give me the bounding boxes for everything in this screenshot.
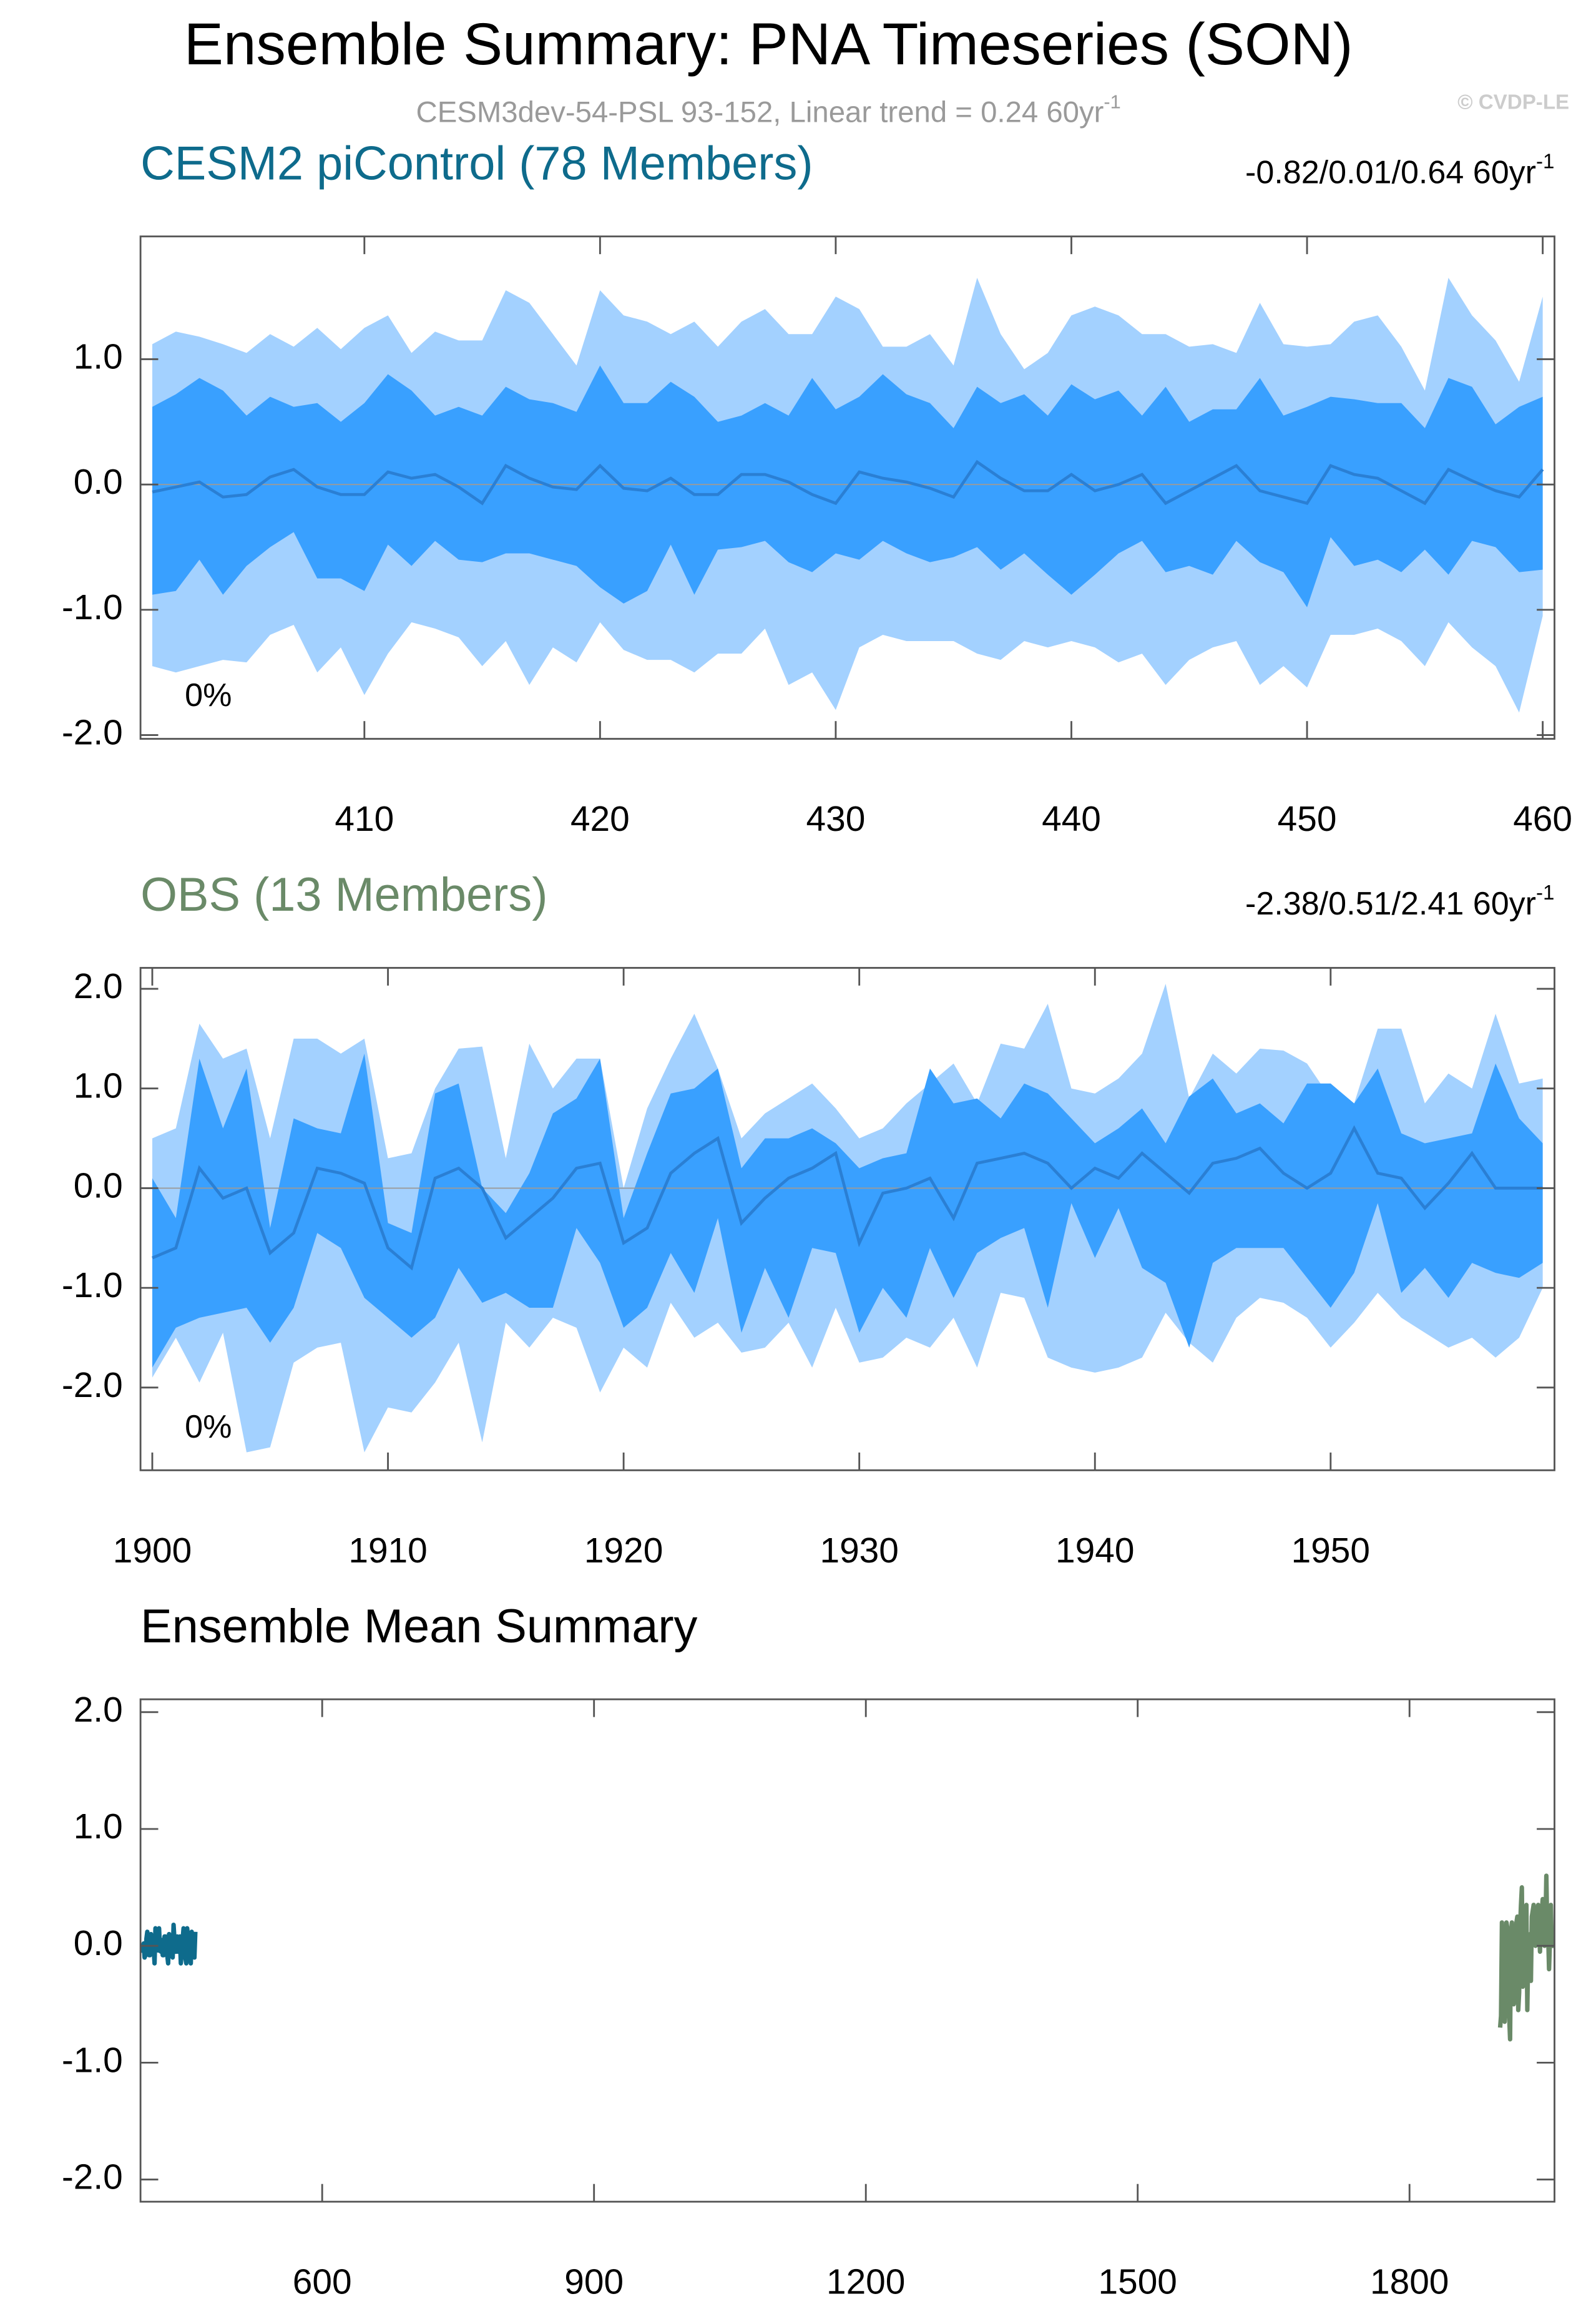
x-tick-label: 1930 xyxy=(820,1531,898,1571)
trend-label: -2.38/0.51/2.41 60yr-1 xyxy=(1245,881,1554,922)
x-tick-label: 1920 xyxy=(584,1531,663,1571)
y-tick-label: -1.0 xyxy=(62,1266,123,1305)
x-tick-label: 410 xyxy=(335,800,394,839)
trend-text: -0.82/0.01/0.64 60yr xyxy=(1245,154,1536,190)
subtitle: CESM3dev-54-PSL 93-152, Linear trend = 0… xyxy=(416,91,1121,129)
x-tick-label: 1940 xyxy=(1055,1531,1134,1571)
subtitle-text: CESM3dev-54-PSL 93-152, Linear trend = 0… xyxy=(416,96,1104,129)
x-tick-label: 430 xyxy=(806,800,866,839)
y-tick-label: -2.0 xyxy=(62,1366,123,1405)
x-tick-label: 1200 xyxy=(826,2263,905,2302)
panel: OBS (13 Members) -2.38/0.51/2.41 60yr-1 0%… xyxy=(62,868,1555,1571)
x-tick-label: 440 xyxy=(1042,800,1101,839)
y-tick-label: 0.0 xyxy=(74,463,123,502)
ensemble-mean-line xyxy=(139,1922,198,1966)
plot-frame xyxy=(139,967,1555,1471)
annotation: 0% xyxy=(185,1409,232,1445)
panel: CESM2 piControl (78 Members) -0.82/0.01/0… xyxy=(62,137,1572,839)
percentile-band xyxy=(152,1053,1543,1368)
panel-title: OBS (13 Members) xyxy=(140,868,547,921)
trend-label: -0.82/0.01/0.64 60yr-1 xyxy=(1245,150,1554,190)
panel-title: CESM2 piControl (78 Members) xyxy=(140,137,813,190)
y-tick-label: -2.0 xyxy=(62,713,123,753)
x-tick-label: 450 xyxy=(1278,800,1337,839)
x-tick-label: 1950 xyxy=(1291,1531,1370,1571)
trend-text: -2.38/0.51/2.41 60yr xyxy=(1245,886,1536,922)
median-line xyxy=(152,459,1544,506)
x-tick-label: 900 xyxy=(564,2263,624,2302)
plot-frame xyxy=(139,1698,1555,2203)
ensemble-mean-line xyxy=(1497,1873,1555,2042)
x-tick-label: 420 xyxy=(570,800,630,839)
subtitle-superscript: -1 xyxy=(1104,91,1120,112)
x-tick-label: 460 xyxy=(1513,800,1572,839)
trend-superscript: -1 xyxy=(1536,881,1554,905)
credit: © CVDP-LE xyxy=(1457,91,1569,114)
x-tick-label: 1900 xyxy=(113,1531,192,1571)
page-title: Ensemble Summary: PNA Timeseries (SON) xyxy=(184,11,1353,77)
y-tick-label: 1.0 xyxy=(74,337,123,376)
y-tick-label: -1.0 xyxy=(62,2041,123,2080)
y-tick-label: 0.0 xyxy=(74,1166,123,1205)
panel: Ensemble Mean Summary -2.0 -1.0 0.0 1.0 2.0 60… xyxy=(62,1600,1555,2302)
y-tick-label: 2.0 xyxy=(74,1690,123,1730)
median-line xyxy=(152,1125,1543,1271)
y-tick-label: 1.0 xyxy=(74,1067,123,1106)
x-tick-label: 1800 xyxy=(1370,2263,1449,2302)
panel-title: Ensemble Mean Summary xyxy=(140,1600,697,1653)
y-tick-label: 0.0 xyxy=(74,1924,123,1963)
x-tick-label: 600 xyxy=(293,2263,352,2302)
y-tick-label: -2.0 xyxy=(62,2158,123,2197)
trend-superscript: -1 xyxy=(1536,150,1554,174)
x-tick-label: 1910 xyxy=(348,1531,427,1571)
x-tick-label: 1500 xyxy=(1099,2263,1177,2302)
annotation: 0% xyxy=(185,677,232,713)
plot-frame xyxy=(139,235,1555,740)
y-tick-label: 2.0 xyxy=(74,967,123,1006)
y-tick-label: -1.0 xyxy=(62,588,123,627)
y-tick-label: 1.0 xyxy=(74,1807,123,1846)
